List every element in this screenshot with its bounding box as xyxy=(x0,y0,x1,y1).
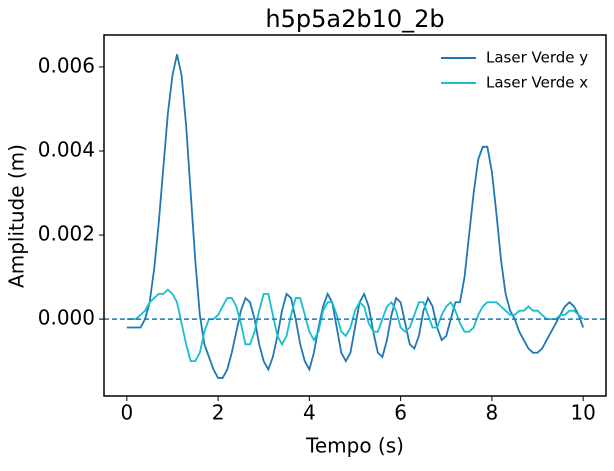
legend-label: Laser Verde x xyxy=(486,74,588,92)
series-line xyxy=(126,288,584,363)
x-tick-label: 6 xyxy=(394,401,407,425)
y-tick-label: 0.006 xyxy=(38,53,95,77)
x-tick-label: 4 xyxy=(303,401,316,425)
legend-label: Laser Verde y xyxy=(486,49,588,67)
chart-title: h5p5a2b10_2b xyxy=(265,5,444,33)
series-line xyxy=(126,54,585,379)
y-tick-label: 0.000 xyxy=(38,306,95,330)
plot-frame xyxy=(103,34,607,397)
x-tick-label: 10 xyxy=(570,401,595,425)
y-tick-label: 0.004 xyxy=(38,137,95,161)
y-tick-label: 0.002 xyxy=(38,222,95,246)
y-axis-label: Amplitude (m) xyxy=(5,144,29,288)
x-tick-label: 0 xyxy=(120,401,133,425)
x-tick-label: 8 xyxy=(486,401,499,425)
x-axis-label: Tempo (s) xyxy=(305,434,404,458)
x-tick-label: 2 xyxy=(212,401,225,425)
